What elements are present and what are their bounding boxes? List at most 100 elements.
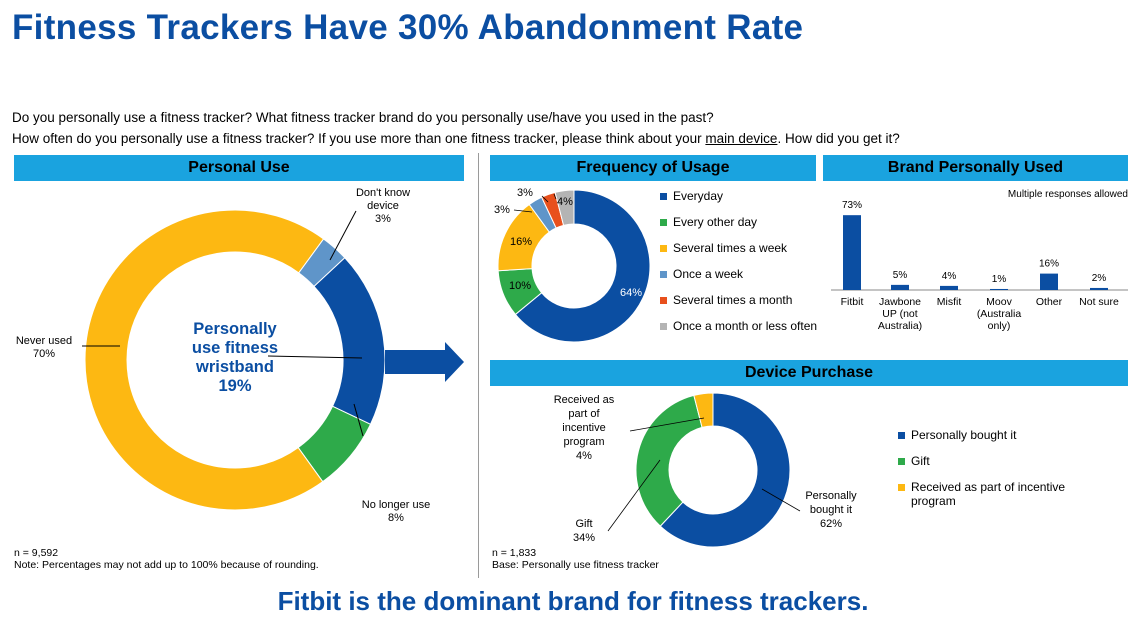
personal-use-center-label: Personally use fitness wristband 19% xyxy=(192,320,278,395)
brand-cat-other: Other xyxy=(1036,296,1063,308)
freq-label-several-month: 3% xyxy=(517,187,533,199)
dont-know-label-1: Don't know xyxy=(356,187,410,199)
page-title: Fitness Trackers Have 30% Abandonment Ra… xyxy=(12,8,804,47)
freq-label-once-month: 4% xyxy=(557,196,573,208)
brand-value-jawbone: 5% xyxy=(893,270,908,281)
legend-every-other-day: Every other day xyxy=(660,215,820,229)
bought-label-3: 62% xyxy=(820,518,842,530)
brand-cat-misfit: Misfit xyxy=(937,296,962,308)
slice-never-used xyxy=(84,209,325,511)
purchase-legend: Personally bought it Gift Received as pa… xyxy=(898,428,1128,508)
no-longer-label-2: 8% xyxy=(388,512,404,524)
legend-once-month: Once a month or less often xyxy=(660,319,820,333)
personal-use-note: Note: Percentages may not add up to 100%… xyxy=(14,559,319,571)
no-longer-leader xyxy=(353,403,364,437)
center-label-line-2: use fitness xyxy=(192,339,278,357)
freq-label-once-week: 3% xyxy=(494,204,510,216)
slice-personally-use-fitness-wristband xyxy=(313,256,386,426)
purchase-labels: Received as part of incentive program 4%… xyxy=(554,394,857,544)
legend-several-week: Several times a week xyxy=(660,241,820,255)
center-label-line-1: Personally xyxy=(193,320,277,338)
bar-fitbit xyxy=(843,215,861,290)
legend-once-week: Once a week xyxy=(660,267,820,281)
question-line-2-pre: How often do you personally use a fitnes… xyxy=(12,131,706,146)
brand-value-other: 16% xyxy=(1039,259,1059,270)
brand-cat-jawbone-1: Jawbone xyxy=(879,296,921,308)
purchase-header: Device Purchase xyxy=(490,360,1128,386)
brand-chart: Multiple responses allowed 73% 5% 4% 1% … xyxy=(831,189,1128,332)
personal-use-n: n = 9,592 xyxy=(14,547,59,559)
purchase-leaders xyxy=(607,417,801,532)
arrow-right-icon xyxy=(385,342,464,382)
incentive-label-2: part of xyxy=(568,408,600,420)
slice-received-as-part-of-incentive-program xyxy=(693,392,714,428)
question-line-1: Do you personally use a fitness tracker?… xyxy=(12,110,714,125)
legend-personally-bought: Personally bought it xyxy=(898,428,1128,442)
purchase-n: n = 1,833 xyxy=(492,547,537,559)
personal-use-slices xyxy=(84,209,386,511)
brand-value-moov: 1% xyxy=(992,274,1007,285)
gift-label-2: 34% xyxy=(573,532,595,544)
frequency-legend: Everyday Every other day Several times a… xyxy=(660,189,820,333)
legend-gift: Gift xyxy=(898,454,1128,468)
brand-value-labels: 73% 5% 4% 1% 16% 2% xyxy=(842,200,1106,285)
gift-label-1: Gift xyxy=(575,518,592,530)
bar-other xyxy=(1040,273,1058,290)
never-used-label-2: 70% xyxy=(33,348,55,360)
bought-label-2: bought it xyxy=(810,504,852,516)
legend-everyday: Everyday xyxy=(660,189,820,203)
slice-once-a-month-or-less-often xyxy=(554,189,575,226)
brand-cat-jawbone-2: UP (not xyxy=(882,308,917,320)
slice-everyday xyxy=(514,189,651,343)
freq-label-several-week: 16% xyxy=(510,236,532,248)
center-label-line-4: 19% xyxy=(218,377,251,395)
personal-use-labels: Don't know device 3% Never used 70% No l… xyxy=(16,187,430,524)
personal-use-chart: Personally use fitness wristband 19% Don… xyxy=(16,187,464,524)
freq-label-everyday: 64% xyxy=(620,287,642,299)
bar-misfit xyxy=(940,285,958,290)
tagline: Fitbit is the dominant brand for fitness… xyxy=(277,586,869,616)
bar-jawbone-up-not-australia xyxy=(891,284,909,290)
question-line-2-post: . How did you get it? xyxy=(777,131,900,146)
bar-not-sure xyxy=(1090,287,1108,290)
brand-cat-moov-1: Moov xyxy=(986,296,1012,308)
slice-gift xyxy=(635,394,703,527)
brand-cat-not-sure: Not sure xyxy=(1079,296,1119,308)
frequency-labels: 64% 10% 16% 3% 3% 4% xyxy=(494,187,642,299)
center-leader xyxy=(267,355,363,359)
freq-label-every-other-day: 10% xyxy=(509,280,531,292)
brand-value-misfit: 4% xyxy=(942,271,957,282)
question-line-2: How often do you personally use a fitnes… xyxy=(12,131,900,146)
brand-cat-jawbone-3: Australia) xyxy=(878,320,922,332)
center-label-line-3: wristband xyxy=(195,358,274,376)
purchase-note: Base: Personally use fitness tracker xyxy=(492,559,659,571)
frequency-chart: 64% 10% 16% 3% 3% 4% xyxy=(494,187,651,343)
brand-cat-moov-2: (Australia xyxy=(977,308,1022,320)
brand-cat-fitbit: Fitbit xyxy=(841,296,864,308)
slice-don-t-know-device xyxy=(298,238,346,288)
personal-use-leaders xyxy=(82,210,364,437)
dont-know-label-2: device xyxy=(367,200,399,212)
brand-cat-moov-3: only) xyxy=(988,320,1011,332)
never-used-label-1: Never used xyxy=(16,335,72,347)
incentive-label-3: incentive xyxy=(562,422,605,434)
dont-know-label-3: 3% xyxy=(375,213,391,225)
brand-value-not-sure: 2% xyxy=(1092,273,1107,284)
incentive-label-1: Received as xyxy=(554,394,615,406)
frequency-slices xyxy=(497,189,651,343)
bar-moov-australia-only xyxy=(990,288,1008,290)
incentive-label-4: program xyxy=(564,436,605,448)
brand-value-fitbit: 73% xyxy=(842,200,862,211)
personal-use-header: Personal Use xyxy=(14,155,464,181)
brand-bars xyxy=(843,215,1108,290)
purchase-slices xyxy=(635,392,791,548)
incentive-label-5: 4% xyxy=(576,450,592,462)
brand-category-labels: Fitbit Jawbone UP (not Australia) Misfit… xyxy=(841,296,1119,332)
slice-personally-bought-it xyxy=(659,392,791,548)
dont-know-leader xyxy=(329,210,357,261)
question-main-device: main device xyxy=(705,131,778,146)
brand-header: Brand Personally Used xyxy=(823,155,1128,181)
legend-several-month: Several times a month xyxy=(660,293,820,307)
section-divider xyxy=(478,153,479,578)
legend-incentive: Received as part of incentive xyxy=(898,480,1128,494)
